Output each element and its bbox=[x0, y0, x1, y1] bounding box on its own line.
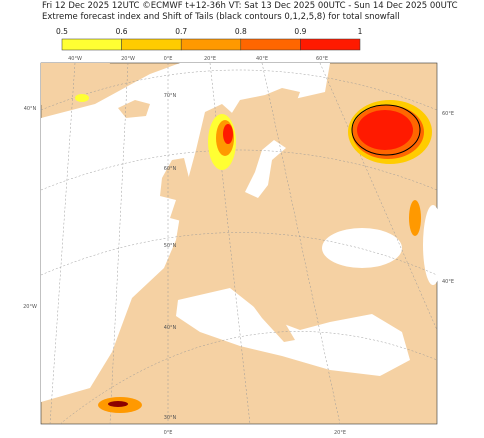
graticule-label: 0°E bbox=[164, 56, 173, 62]
graticule-label: 20°W bbox=[23, 304, 37, 310]
map bbox=[40, 62, 443, 425]
greenland bbox=[41, 63, 110, 105]
colorbar-swatch bbox=[300, 38, 361, 51]
graticule-label: 30°N bbox=[164, 415, 177, 421]
caspian bbox=[423, 205, 443, 285]
header-line1: Fri 12 Dec 2025 12UTC ©ECMWF t+12-36h VT… bbox=[42, 1, 458, 11]
colorbar-swatch bbox=[121, 38, 182, 51]
graticule-label: 40°N bbox=[164, 325, 177, 331]
colorbar-swatch bbox=[180, 38, 242, 51]
graticule-label: 20°W bbox=[121, 56, 135, 62]
colorbar-label: 0.8 bbox=[235, 27, 247, 36]
graticule-label: 40°W bbox=[68, 56, 82, 62]
colorbar-label: 0.7 bbox=[175, 27, 187, 36]
graticule-label: 0°E bbox=[164, 430, 173, 436]
graticule-label: 40°E bbox=[256, 56, 268, 62]
colorbar-label: 0.9 bbox=[294, 27, 306, 36]
atlantic bbox=[41, 63, 330, 402]
graticule-label: 40°N bbox=[24, 106, 37, 112]
black-sea bbox=[322, 228, 402, 268]
colorbar-label: 0.5 bbox=[56, 27, 68, 36]
colorbar-label: 1 bbox=[358, 27, 363, 36]
colorbar-swatch bbox=[240, 38, 301, 51]
colorbar: 0.5 0.6 0.7 0.8 0.9 1 bbox=[56, 27, 363, 51]
graticule-label: 60°E bbox=[316, 56, 328, 62]
british-isles bbox=[160, 158, 200, 222]
colorbar-swatch bbox=[61, 38, 122, 51]
header-line2: Extreme forecast index and Shift of Tail… bbox=[42, 12, 400, 22]
graticule-label: 60°E bbox=[442, 111, 454, 117]
mediterranean bbox=[176, 288, 410, 376]
graticule-label: 50°N bbox=[164, 243, 177, 249]
graticule-label: 20°E bbox=[204, 56, 216, 62]
graticule-label: 70°N bbox=[164, 93, 177, 99]
graticule-label: 20°E bbox=[334, 430, 346, 436]
colorbar-label: 0.6 bbox=[116, 27, 128, 36]
snowfall-efi bbox=[75, 94, 432, 413]
graticule-label: 60°N bbox=[164, 166, 177, 172]
map-labels: 40°W 20°W 0°E 20°E 40°E 60°E 40°N 20°W 60°E 40°E 7… bbox=[23, 56, 454, 436]
baltic bbox=[245, 140, 286, 198]
italy bbox=[240, 288, 295, 342]
graticule-label: 40°E bbox=[442, 279, 454, 285]
